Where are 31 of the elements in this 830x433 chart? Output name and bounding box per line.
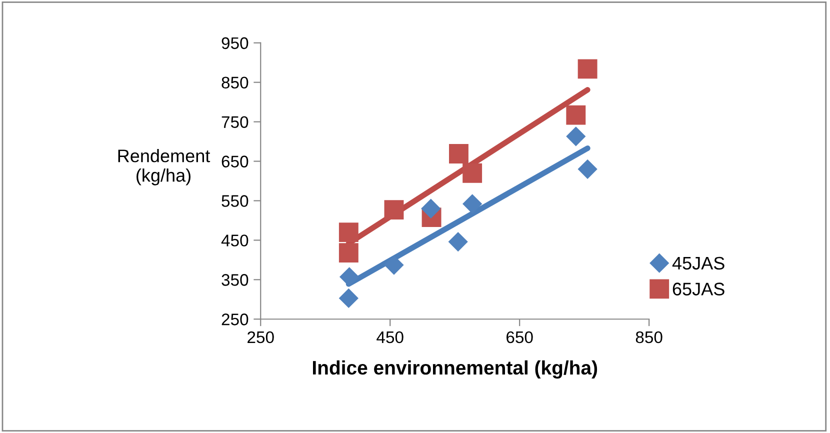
y-tick-label: 450 [221,234,248,246]
y-tick-label: 350 [222,274,248,286]
point [338,243,358,263]
y-axis-title: Rendement (kg/ha) [118,149,210,186]
x-axis-title: Indice environnemental (kg/ha) [312,360,598,379]
point [338,222,358,242]
x-tick-label: 650 [506,331,533,344]
point [462,194,482,214]
point [566,105,586,125]
point [578,160,598,179]
x-tick-label: 250 [248,331,274,344]
y-tick-label: 250 [222,314,248,326]
point [384,256,404,275]
y-tick-label: 750 [222,116,248,128]
point [462,163,482,183]
x-tick-label: 850 [636,331,662,344]
y-tick-label: 950 [222,37,248,50]
point [449,144,468,164]
y-tick-label: 850 [222,76,248,89]
point [340,267,359,286]
y-tick-label: 650 [222,156,248,168]
point [578,59,598,79]
legend-label: 65JAS [672,282,724,296]
point [421,199,440,218]
point [339,288,358,308]
point [566,126,586,146]
point [448,232,468,252]
point [384,200,404,220]
x-tick-label: 450 [376,331,404,344]
y-tick-label: 550 [222,195,248,207]
legend-label: 45JAS [672,256,724,270]
